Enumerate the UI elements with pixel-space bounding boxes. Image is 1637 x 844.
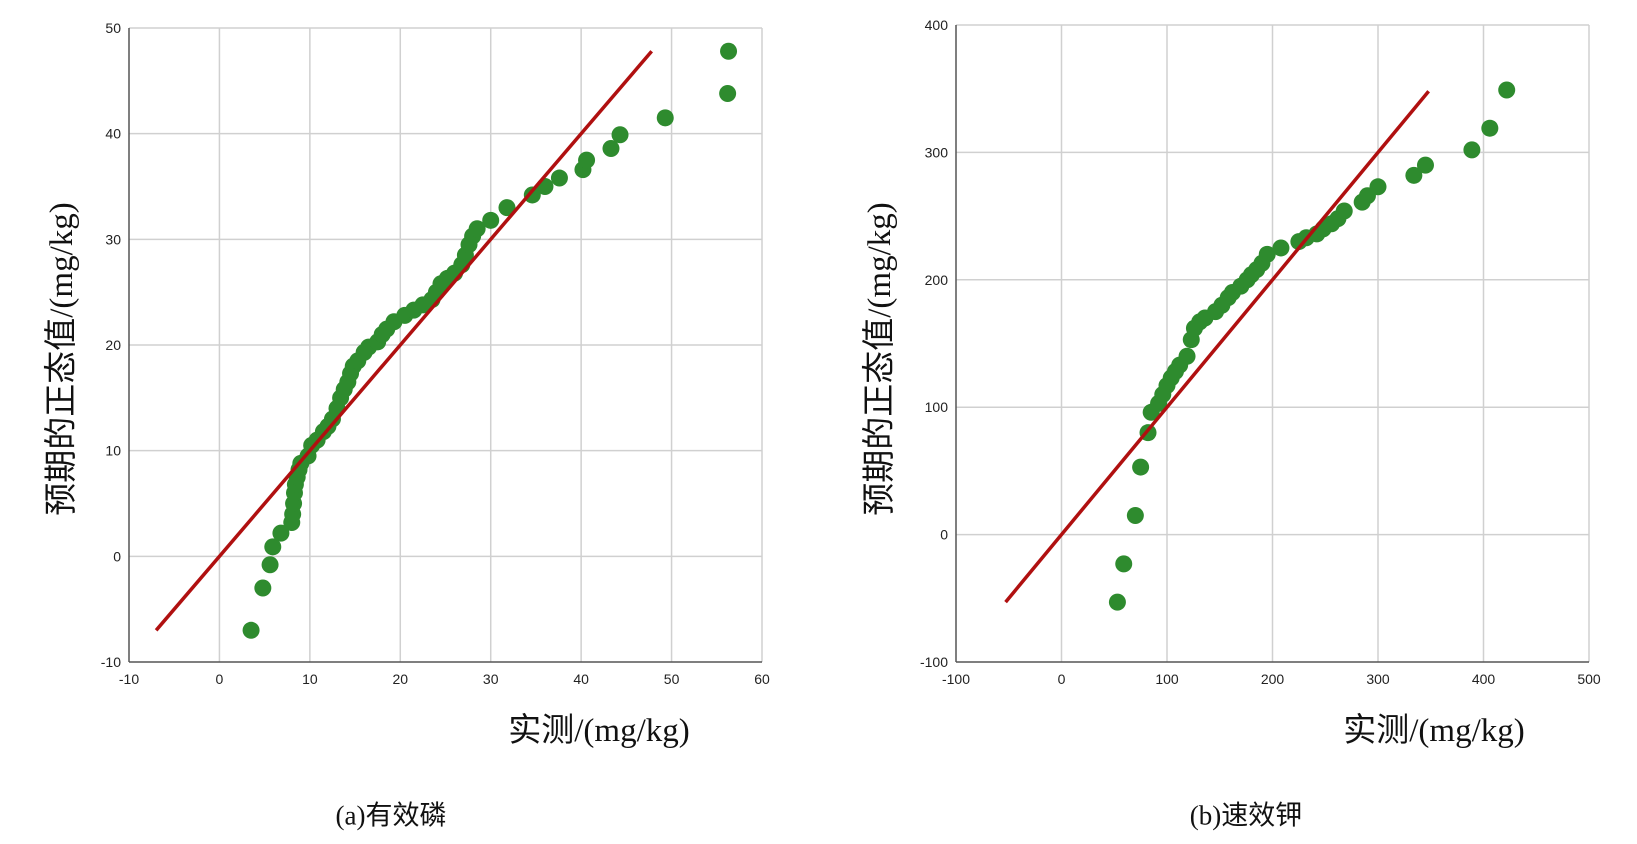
reference-line — [1004, 90, 1430, 604]
data-point — [1258, 245, 1276, 263]
data-point — [1272, 239, 1290, 257]
y-tick-label: -100 — [920, 654, 948, 670]
data-point — [656, 109, 674, 127]
x-tick-label: 500 — [1577, 671, 1601, 687]
x-tick-label: -10 — [119, 671, 139, 687]
data-point — [550, 169, 568, 187]
data-point — [1481, 119, 1499, 137]
chart-b-caption: (b)速效钾 — [1189, 800, 1303, 831]
x-tick-label: 40 — [573, 671, 589, 687]
x-tick-label: 0 — [1058, 671, 1066, 687]
chart-b-x-title: 实测/(mg/kg) — [1343, 713, 1525, 749]
x-tick-label: -100 — [942, 671, 970, 687]
data-point — [468, 220, 486, 238]
data-point — [720, 42, 738, 60]
x-tick-label: 50 — [664, 671, 680, 687]
data-point — [1132, 458, 1150, 476]
x-tick-label: 60 — [754, 671, 770, 687]
data-point — [1126, 506, 1144, 524]
y-tick-label: 300 — [925, 144, 949, 160]
data-point — [578, 151, 596, 169]
x-tick-label: 10 — [302, 671, 318, 687]
y-tick-label: 0 — [113, 548, 121, 564]
y-tick-label: 0 — [940, 527, 948, 543]
y-tick-label: 10 — [105, 443, 121, 459]
data-point — [242, 621, 260, 639]
data-point — [1463, 141, 1481, 159]
x-tick-label: 100 — [1155, 671, 1179, 687]
y-tick-label: 400 — [925, 17, 949, 33]
y-tick-label: -10 — [101, 654, 121, 670]
y-tick-label: 50 — [105, 20, 121, 36]
data-point — [602, 139, 620, 157]
data-point — [1369, 178, 1387, 196]
data-point — [1178, 347, 1196, 365]
reference-line — [154, 50, 654, 632]
chart-b: -100 0 100 200 300 400 500 -100 0 100 200 300 400 — [920, 17, 1601, 687]
data-point — [1335, 202, 1353, 220]
data-point — [1405, 166, 1423, 184]
data-point — [261, 556, 279, 574]
y-tick-label: 30 — [105, 231, 121, 247]
data-point — [498, 199, 516, 217]
data-point — [1108, 593, 1126, 611]
x-tick-label: 200 — [1261, 671, 1285, 687]
data-point — [1416, 156, 1434, 174]
data-point — [1115, 555, 1133, 573]
data-point — [1498, 81, 1516, 99]
x-tick-label: 300 — [1366, 671, 1390, 687]
y-tick-label: 20 — [105, 337, 121, 353]
chart-b-y-title: 预期的正态值/(mg/kg) — [862, 202, 898, 516]
chart-a-y-title: 预期的正态值/(mg/kg) — [44, 202, 80, 516]
x-tick-label: 0 — [216, 671, 224, 687]
data-point — [264, 538, 282, 556]
chart-a-caption: (a)有效磷 — [335, 800, 447, 831]
data-point — [272, 524, 290, 542]
chart-a: -10 0 10 20 30 40 50 60 -10 0 10 20 30 40 50 — [101, 20, 770, 687]
data-point — [254, 579, 272, 597]
data-point — [719, 85, 737, 103]
y-tick-label: 100 — [925, 399, 949, 415]
data-point — [482, 211, 500, 229]
x-tick-label: 20 — [392, 671, 408, 687]
x-tick-label: 30 — [483, 671, 499, 687]
data-point — [523, 186, 541, 204]
chart-a-x-title: 实测/(mg/kg) — [508, 713, 690, 749]
x-tick-label: 400 — [1472, 671, 1496, 687]
data-point — [611, 126, 629, 144]
y-tick-label: 40 — [105, 126, 121, 142]
y-tick-label: 200 — [925, 272, 949, 288]
